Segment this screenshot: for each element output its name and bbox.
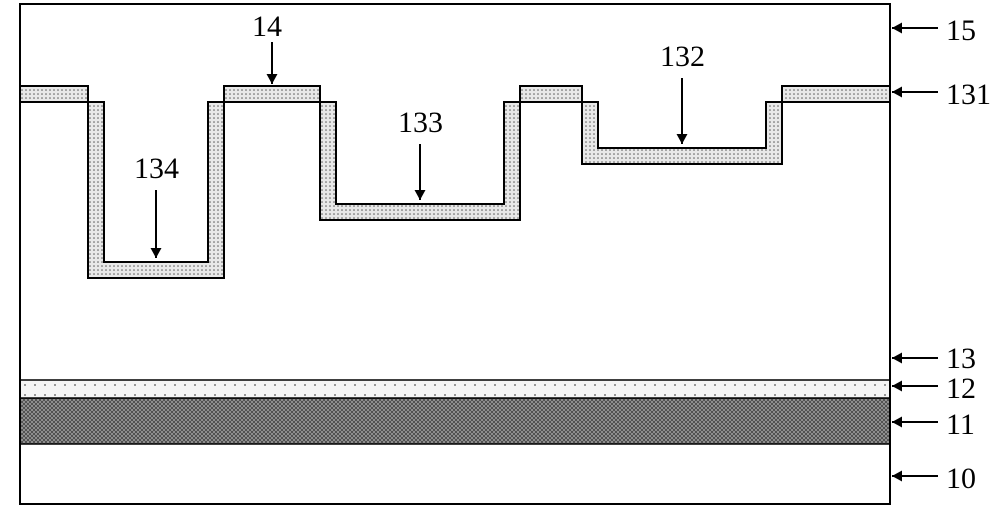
layer-12 <box>20 380 890 398</box>
label-131: 131 <box>946 80 991 110</box>
label-134: 134 <box>134 154 179 184</box>
label-12: 12 <box>946 374 976 404</box>
label-15: 15 <box>946 16 976 46</box>
label-14: 14 <box>252 12 282 42</box>
arrow-c12 <box>892 381 938 392</box>
arrow-c15 <box>892 23 938 34</box>
label-133: 133 <box>398 108 443 138</box>
arrow-c11 <box>892 417 938 428</box>
arrow-c13 <box>892 353 938 364</box>
label-132: 132 <box>660 42 705 72</box>
layer-11 <box>20 398 890 444</box>
label-10: 10 <box>946 464 976 494</box>
diagram-svg <box>0 0 1000 510</box>
label-11: 11 <box>946 410 975 440</box>
arrow-c131 <box>892 87 938 98</box>
label-13: 13 <box>946 344 976 374</box>
arrow-c10 <box>892 471 938 482</box>
